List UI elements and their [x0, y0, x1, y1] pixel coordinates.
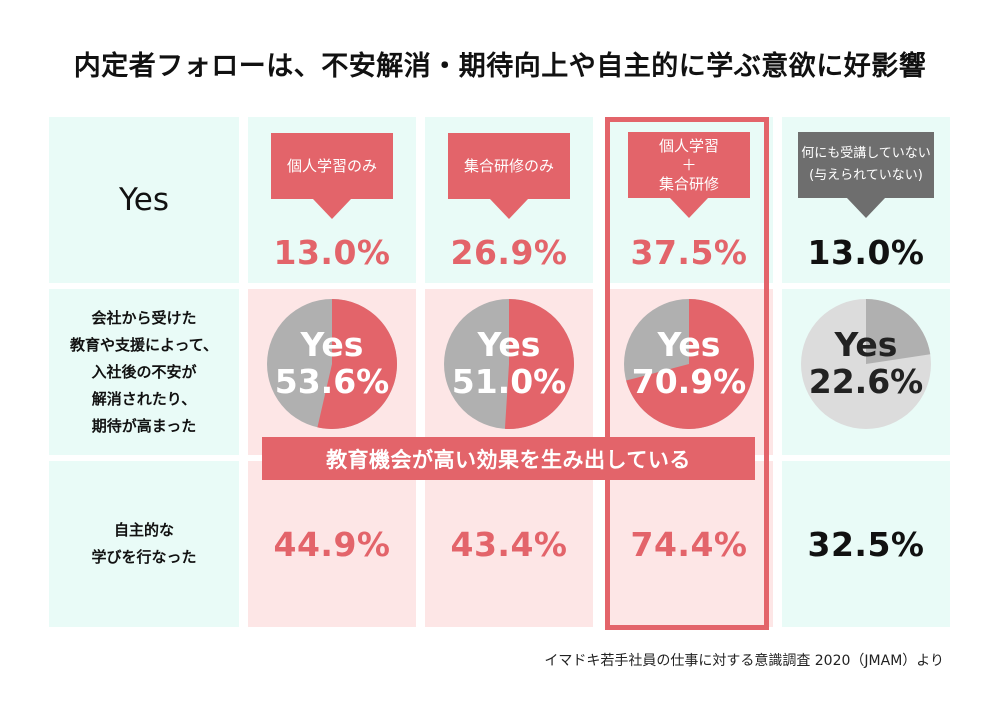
chart-title: 内定者フォローは、不安解消・期待向上や自主的に学ぶ意欲に好影響: [73, 51, 927, 82]
row-label-learning: 自主的な 学びを行なった: [91, 517, 196, 571]
yes-percentage: 26.9%: [450, 233, 568, 272]
row-label-yes: Yes: [118, 182, 170, 218]
column-badge-line: 集合研修: [658, 174, 719, 193]
pie-cell: Yes 70.9%: [605, 289, 773, 455]
pie-label: Yes 53.6%: [248, 326, 416, 400]
pie-label: Yes 51.0%: [425, 326, 593, 400]
learning-cell: 44.9%: [248, 461, 416, 627]
row-label-affected-line: 入社後の不安が: [91, 362, 197, 381]
column-badge-line: 集合研修のみ: [463, 157, 554, 175]
row-label-affected-line: 期待が高まった: [91, 416, 197, 435]
pie-label-yes: Yes: [657, 325, 721, 364]
column-badge-text: 個人学習のみ: [287, 155, 377, 177]
pie-label: Yes 70.9%: [605, 326, 773, 400]
yes-percentage: 37.5%: [630, 233, 748, 272]
column-badge: 個人学習＋集合研修: [628, 132, 750, 198]
badge-pointer: [490, 199, 528, 219]
column-badge: 集合研修のみ: [448, 133, 570, 199]
row-label-learning-cell: 自主的な 学びを行なった: [49, 461, 239, 627]
yes-percentage: 13.0%: [807, 233, 925, 272]
highlight-frame: [605, 117, 769, 630]
pie-cell: Yes 22.6%: [782, 289, 950, 455]
pie-chart: [801, 299, 931, 429]
pie-label-yes: Yes: [834, 325, 898, 364]
badge-pointer: [313, 199, 351, 219]
pie-chart: [624, 299, 754, 429]
yes-cell: 何にも受講していない (与えられていない) 13.0%: [782, 117, 950, 283]
row-label-learning-line: 自主的な: [113, 521, 174, 539]
pie-slice-yes: [317, 299, 397, 429]
pie-label-value: 51.0%: [451, 362, 567, 401]
row-label-yes-cell: Yes: [49, 117, 239, 283]
pie-label-yes: Yes: [300, 325, 364, 364]
pie-chart: [267, 299, 397, 429]
column-badge-line: ＋: [681, 155, 697, 174]
pie-slice-yes: [626, 299, 754, 429]
pie-slice-yes: [504, 299, 574, 429]
yes-cell: 個人学習＋集合研修 37.5%: [605, 117, 773, 283]
pie-label-value: 22.6%: [808, 362, 924, 401]
yes-cell: 集合研修のみ 26.9%: [425, 117, 593, 283]
pie-chart: [444, 299, 574, 429]
row-label-affected-line: 教育や支援によって、: [69, 335, 219, 354]
pie-label-value: 53.6%: [274, 362, 390, 401]
pie-label-value: 70.9%: [631, 362, 747, 401]
pie-cell: Yes 51.0%: [425, 289, 593, 455]
pie-label: Yes 22.6%: [782, 326, 950, 400]
learning-percentage: 32.5%: [807, 525, 925, 564]
row-label-learning-line: 学びを行なった: [91, 548, 197, 566]
learning-cell: 74.4%: [605, 461, 773, 627]
column-badge-text: 何にも受講していない (与えられていない): [801, 143, 931, 187]
learning-percentage: 44.9%: [273, 525, 391, 564]
pie-cell: Yes 53.6%: [248, 289, 416, 455]
row-label-affected-line: 解消されたり、: [91, 389, 197, 408]
column-badge-text: 個人学習＋集合研修: [659, 137, 719, 194]
column-badge-text: 集合研修のみ: [464, 155, 554, 177]
column-badge: 何にも受講していない (与えられていない): [798, 132, 934, 198]
column-badge: 個人学習のみ: [271, 133, 393, 199]
learning-percentage: 43.4%: [450, 525, 568, 564]
column-badge-line: 個人学習: [658, 136, 719, 155]
learning-percentage: 74.4%: [630, 525, 748, 564]
badge-pointer: [847, 198, 885, 218]
column-badge-line: 何にも受講していない: [801, 146, 931, 161]
learning-cell: 43.4%: [425, 461, 593, 627]
source-note: イマドキ若手社員の仕事に対する意識調査 2020（JMAM）より: [544, 653, 944, 669]
yes-percentage: 13.0%: [273, 233, 391, 272]
yes-cell: 個人学習のみ 13.0%: [248, 117, 416, 283]
row-label-affected-line: 会社から受けた: [91, 308, 197, 327]
pie-slice-yes: [866, 299, 931, 364]
row-label-affected-cell: 会社から受けた 教育や支援によって、 入社後の不安が 解消されたり、 期待が高ま…: [49, 289, 239, 455]
column-badge-line: (与えられていない): [809, 168, 923, 183]
column-badge-line: 個人学習のみ: [286, 157, 377, 175]
learning-cell: 32.5%: [782, 461, 950, 627]
effect-banner: 教育機会が高い効果を生み出している: [262, 437, 755, 480]
badge-pointer: [670, 198, 708, 218]
pie-label-yes: Yes: [477, 325, 541, 364]
row-label-affected: 会社から受けた 教育や支援によって、 入社後の不安が 解消されたり、 期待が高ま…: [70, 305, 218, 440]
